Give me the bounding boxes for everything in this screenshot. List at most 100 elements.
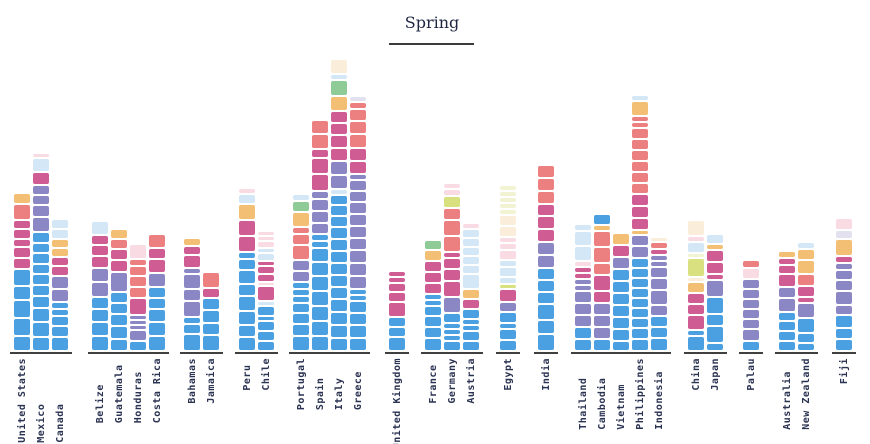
tile bbox=[331, 313, 347, 324]
tile bbox=[836, 271, 852, 279]
tile bbox=[258, 302, 274, 305]
tile bbox=[184, 325, 200, 333]
tile bbox=[632, 279, 648, 287]
tile bbox=[444, 324, 460, 328]
tile bbox=[779, 288, 795, 297]
bar-honduras bbox=[130, 245, 146, 350]
tile bbox=[707, 298, 723, 313]
tile bbox=[444, 209, 460, 219]
tile bbox=[111, 327, 127, 338]
country-group: China Japan bbox=[684, 0, 727, 444]
tile bbox=[14, 230, 30, 238]
tile bbox=[33, 244, 49, 252]
tile bbox=[651, 291, 667, 304]
tile bbox=[613, 318, 629, 328]
tile bbox=[111, 261, 127, 271]
tile bbox=[33, 323, 49, 336]
tile bbox=[33, 286, 49, 295]
label-thailand: Thailand bbox=[577, 377, 589, 430]
tile bbox=[258, 322, 274, 330]
tile bbox=[14, 194, 30, 203]
group-axis bbox=[88, 352, 169, 354]
tile bbox=[239, 312, 255, 324]
tile bbox=[14, 287, 30, 299]
group-axis bbox=[180, 352, 223, 354]
label-cell: Egypt bbox=[500, 358, 516, 391]
tile bbox=[52, 290, 68, 301]
bar-jamaica bbox=[203, 273, 219, 350]
tile bbox=[149, 337, 165, 350]
tile bbox=[632, 195, 648, 205]
tile bbox=[130, 331, 146, 340]
tile bbox=[798, 287, 814, 296]
tile bbox=[14, 319, 30, 335]
group-bars bbox=[239, 189, 274, 350]
tile bbox=[312, 242, 328, 247]
label-cell: Guatemala bbox=[111, 358, 127, 424]
tile bbox=[836, 316, 852, 327]
tile bbox=[33, 275, 49, 284]
tile bbox=[500, 186, 516, 190]
bar-india bbox=[538, 166, 554, 350]
tile bbox=[350, 215, 366, 225]
tile bbox=[239, 285, 255, 295]
tile bbox=[688, 316, 704, 329]
tile bbox=[130, 277, 146, 286]
tile bbox=[258, 275, 274, 281]
tile bbox=[331, 264, 347, 274]
tile bbox=[707, 281, 723, 296]
tile bbox=[798, 250, 814, 259]
label-cell: India bbox=[538, 358, 554, 391]
group-labels: Australia New Zealand bbox=[779, 358, 814, 430]
tile bbox=[293, 290, 309, 295]
tile bbox=[258, 332, 274, 340]
bar-china bbox=[688, 221, 704, 350]
bar-germany bbox=[444, 184, 460, 350]
label-jamaica: Jamaica bbox=[205, 358, 217, 404]
tile bbox=[293, 297, 309, 302]
group-bars bbox=[14, 154, 68, 350]
tile bbox=[632, 207, 648, 217]
tile bbox=[130, 316, 146, 319]
tile bbox=[350, 122, 366, 133]
tile bbox=[500, 227, 516, 236]
tile bbox=[258, 283, 274, 285]
group-bars bbox=[538, 166, 554, 350]
tile bbox=[632, 299, 648, 307]
tile bbox=[184, 302, 200, 316]
tile bbox=[613, 294, 629, 304]
tile bbox=[111, 304, 127, 313]
tile bbox=[350, 110, 366, 120]
tile bbox=[632, 123, 648, 127]
tile bbox=[632, 289, 648, 297]
tile bbox=[33, 173, 49, 184]
tile bbox=[632, 319, 648, 327]
tile bbox=[331, 97, 347, 110]
tile bbox=[463, 248, 479, 255]
tile bbox=[312, 263, 328, 275]
label-cell: Mexico bbox=[33, 358, 49, 443]
tile bbox=[203, 289, 219, 297]
tile bbox=[293, 261, 309, 270]
tile bbox=[350, 192, 366, 201]
tile bbox=[500, 238, 516, 242]
tile bbox=[312, 235, 328, 240]
tile bbox=[613, 258, 629, 268]
label-japan: Japan bbox=[709, 358, 721, 391]
tile bbox=[350, 277, 366, 288]
tile bbox=[130, 342, 146, 350]
group-bars bbox=[184, 239, 219, 350]
bar-greece bbox=[350, 97, 366, 350]
tile bbox=[258, 287, 274, 300]
tile bbox=[632, 236, 648, 245]
tile bbox=[14, 248, 30, 257]
group-axis bbox=[421, 352, 483, 354]
label-cell: United States bbox=[14, 358, 30, 443]
group-axis bbox=[289, 352, 370, 354]
tile bbox=[651, 262, 667, 266]
tile bbox=[331, 276, 347, 286]
tile bbox=[239, 221, 255, 235]
tile bbox=[425, 262, 441, 271]
tile bbox=[312, 249, 328, 261]
